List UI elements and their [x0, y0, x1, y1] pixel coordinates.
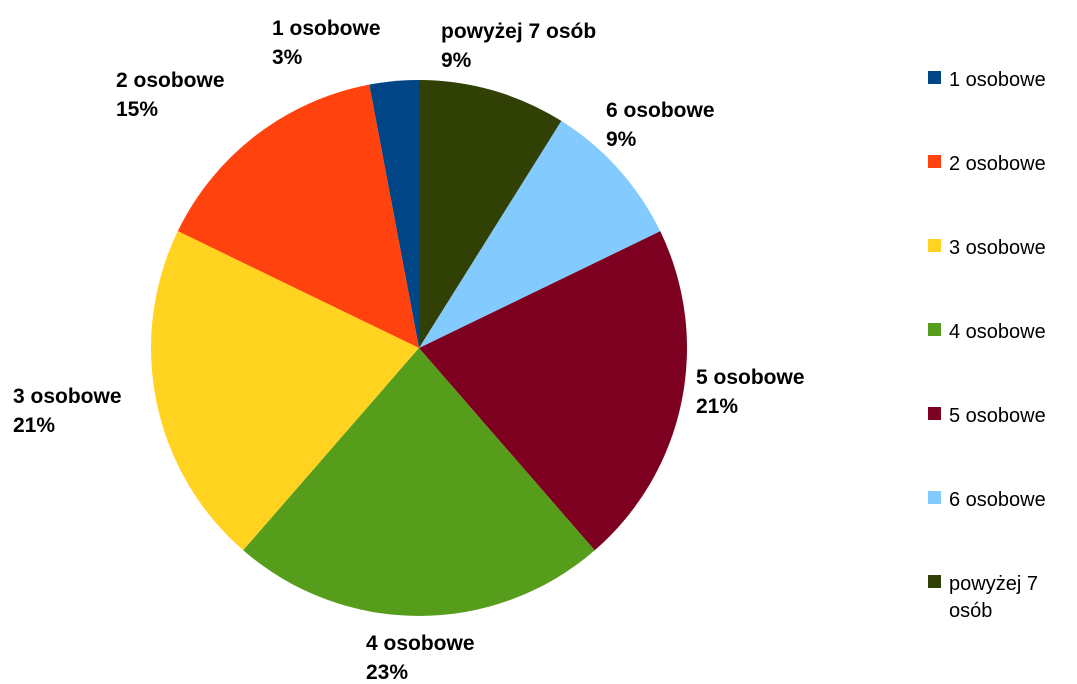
slice-label-2-osobowe: 2 osobowe 15% [116, 69, 225, 121]
slice-label-5-osobowe: 5 osobowe 21% [696, 366, 805, 418]
legend: 1 osobowe 2 osobowe 3 osobowe 4 osobowe 5 os… [928, 69, 1046, 622]
legend-label-4-osobowe: 4 osobowe [949, 321, 1046, 343]
legend-swatch-powyzej-7-osob [928, 575, 941, 588]
pie-slice-3-osobowe [151, 231, 420, 551]
legend-item-4-osobowe: 4 osobowe [928, 321, 1046, 343]
slice-label-powyzej-7-osob: powyżej 7 osób 9% [441, 20, 596, 72]
legend-item-1-osobowe: 1 osobowe [928, 69, 1046, 91]
legend-label-1-osobowe: 1 osobowe [949, 69, 1046, 91]
legend-label-powyzej-7-osob: powyżej 7 osób [949, 573, 1038, 622]
legend-item-2-osobowe: 2 osobowe [928, 153, 1046, 175]
slice-label-6-osobowe: 6 osobowe 9% [606, 99, 715, 151]
slice-label-3-osobowe: 3 osobowe 21% [13, 385, 122, 437]
slice-label-4-osobowe: 4 osobowe 23% [366, 632, 475, 684]
legend-item-powyzej-7-osob: powyżej 7 osób [928, 573, 1038, 622]
pie-slice-2-osobowe [177, 84, 419, 349]
pie-slice-4-osobowe [243, 348, 595, 616]
pie-slice-1-osobowe [369, 80, 419, 348]
legend-swatch-2-osobowe [928, 155, 941, 168]
legend-swatch-3-osobowe [928, 239, 941, 252]
pie-slice-5-osobowe [419, 231, 687, 551]
legend-label-5-osobowe: 5 osobowe [949, 405, 1046, 427]
legend-item-3-osobowe: 3 osobowe [928, 237, 1046, 259]
legend-label-3-osobowe: 3 osobowe [949, 237, 1046, 259]
legend-label-2-osobowe: 2 osobowe [949, 153, 1046, 175]
legend-swatch-1-osobowe [928, 71, 941, 84]
slice-label-1-osobowe: 1 osobowe 3% [272, 17, 381, 69]
pie-slices [151, 80, 687, 616]
pie-slice-6-osobowe [419, 120, 661, 348]
legend-label-6-osobowe: 6 osobowe [949, 489, 1046, 511]
legend-swatch-6-osobowe [928, 491, 941, 504]
slice-labels: 1 osobowe 3% 2 osobowe 15% 3 osobowe 21% 4 oso… [13, 17, 805, 684]
pie-slice-powyzej-7-osob [419, 80, 562, 348]
legend-item-6-osobowe: 6 osobowe [928, 489, 1046, 511]
legend-item-5-osobowe: 5 osobowe [928, 405, 1046, 427]
legend-swatch-5-osobowe [928, 407, 941, 420]
legend-swatch-4-osobowe [928, 323, 941, 336]
